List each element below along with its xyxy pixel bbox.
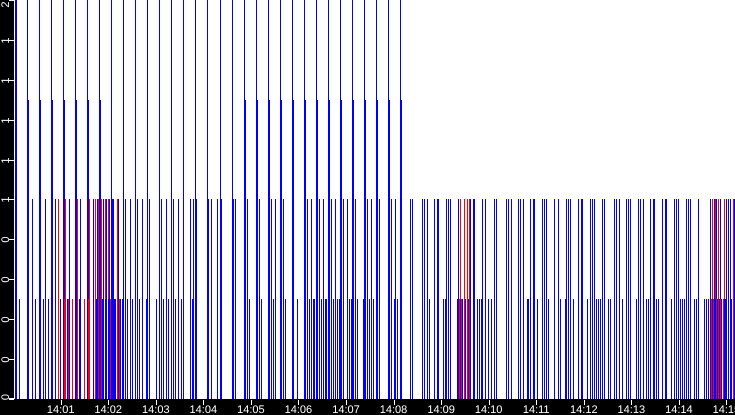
svg-text:14:13: 14:13 <box>618 404 646 415</box>
svg-text:14:12: 14:12 <box>570 404 598 415</box>
svg-text:14:14: 14:14 <box>665 404 693 415</box>
svg-text:1: 1 <box>0 37 12 43</box>
svg-text:0: 0 <box>0 394 12 400</box>
svg-text:14:01: 14:01 <box>47 404 75 415</box>
svg-text:14:08: 14:08 <box>380 404 408 415</box>
svg-text:14:07: 14:07 <box>332 404 360 415</box>
svg-text:14:10: 14:10 <box>475 404 503 415</box>
svg-text:14:06: 14:06 <box>285 404 313 415</box>
svg-text:14:09: 14:09 <box>427 404 455 415</box>
svg-text:1: 1 <box>0 117 12 123</box>
svg-text:1: 1 <box>0 77 12 83</box>
svg-text:14:11: 14:11 <box>523 404 550 415</box>
svg-text:0: 0 <box>0 316 12 322</box>
svg-text:0: 0 <box>0 356 12 362</box>
svg-text:14:02: 14:02 <box>94 404 122 415</box>
svg-text:14:03: 14:03 <box>142 404 170 415</box>
svg-text:14:04: 14:04 <box>190 404 218 415</box>
svg-text:1: 1 <box>0 157 12 163</box>
svg-text:0: 0 <box>0 236 12 242</box>
svg-text:2: 2 <box>0 1 12 7</box>
svg-text:1: 1 <box>0 196 12 202</box>
svg-text:14:15: 14:15 <box>713 404 735 415</box>
svg-text:14:05: 14:05 <box>237 404 265 415</box>
svg-text:0: 0 <box>0 276 12 282</box>
